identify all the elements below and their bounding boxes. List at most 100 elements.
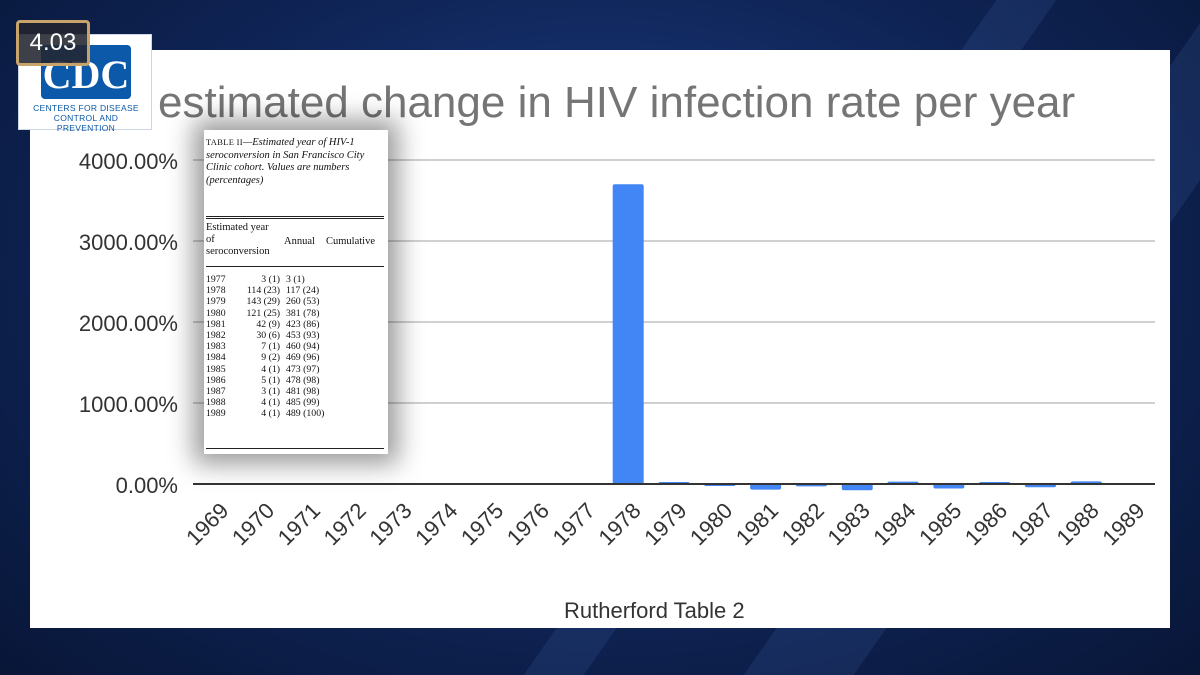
y-tick-label: 4000.00%	[79, 149, 178, 174]
chart-title: estimated change in HIV infection rate p…	[158, 78, 1076, 127]
table-caption-text: —Estimated year of HIV-1 seroconversion …	[206, 137, 365, 186]
rutherford-table-clipping: TABLE II—Estimated year of HIV-1 serocon…	[204, 130, 388, 454]
x-tick-label: 1989	[1097, 498, 1149, 550]
table-label: TABLE II	[206, 137, 243, 147]
bar	[750, 484, 782, 490]
table-row: 1982 30 (6) 453 (93)	[206, 330, 384, 341]
table-cell-annual: 7 (1)	[261, 341, 280, 353]
table-cell-cumulative: 423 (86)	[286, 318, 320, 330]
table-cell-annual: 9 (2)	[261, 352, 280, 364]
table-cell-cumulative: 481 (98)	[286, 385, 320, 397]
table-cell-cumulative: 453 (93)	[286, 329, 320, 341]
table-cell-year: 1978	[206, 285, 226, 297]
x-tick-label: 1980	[685, 498, 737, 550]
table-cell-cumulative: 469 (96)	[286, 352, 320, 364]
table-header: Estimated year of seroconversion Annual …	[206, 222, 384, 262]
x-tick-label: 1975	[456, 498, 508, 550]
x-tick-label: 1983	[822, 498, 874, 550]
x-tick-label: 1985	[914, 498, 966, 550]
x-tick-label: 1982	[777, 498, 829, 550]
table-row: 1979 143 (29) 260 (53)	[206, 296, 384, 307]
bar	[841, 484, 873, 491]
bar-chart: 0.00% 1000.00% 2000.00% 3000.00% 4000.00% 196…	[79, 149, 1155, 550]
table-cell-year: 1983	[206, 341, 226, 353]
table-row: 1983 7 (1) 460 (94)	[206, 341, 384, 352]
table-cell-year: 1989	[206, 408, 226, 420]
table-cell-year: 1985	[206, 363, 226, 375]
table-cell-annual: 4 (1)	[261, 408, 280, 420]
table-cell-annual: 114 (23)	[246, 285, 280, 297]
table-body: 1977 3 (1) 3 (1) 1978 114 (23) 117 (24) 1979 14…	[206, 274, 384, 419]
table-row: 1985 4 (1) 473 (97)	[206, 364, 384, 375]
table-cell-annual: 3 (1)	[261, 385, 280, 397]
y-tick-label: 3000.00%	[79, 230, 178, 255]
x-tick-label: 1971	[273, 498, 325, 550]
table-row: 1981 42 (9) 423 (86)	[206, 319, 384, 330]
table-rule	[206, 448, 384, 449]
table-row: 1986 5 (1) 478 (98)	[206, 375, 384, 386]
x-tick-label: 1988	[1052, 498, 1104, 550]
x-tick-label: 1981	[731, 498, 783, 550]
table-cell-cumulative: 478 (98)	[286, 374, 320, 386]
table-rule	[206, 266, 384, 267]
table-rule	[206, 216, 384, 217]
bar	[933, 484, 965, 489]
table-row: 1977 3 (1) 3 (1)	[206, 274, 384, 285]
x-tick-label: 1976	[502, 498, 554, 550]
table-cell-cumulative: 117 (24)	[286, 285, 320, 297]
table-cell-year: 1982	[206, 329, 226, 341]
timer-badge: 4.03	[16, 20, 90, 66]
x-tick-label: 1974	[410, 498, 462, 550]
chart-slide: estimated change in HIV infection rate p…	[30, 50, 1170, 628]
table-cell-annual: 4 (1)	[261, 397, 280, 409]
table-row: 1987 3 (1) 481 (98)	[206, 386, 384, 397]
x-tick-label: 1978	[593, 498, 645, 550]
table-cell-year: 1984	[206, 352, 226, 364]
table-cell-cumulative: 460 (94)	[286, 341, 320, 353]
table-cell-year: 1980	[206, 307, 226, 319]
table-header-annual: Annual	[284, 236, 315, 247]
table-row: 1978 114 (23) 117 (24)	[206, 285, 384, 296]
table-cell-year: 1977	[206, 274, 226, 285]
table-cell-annual: 42 (9)	[256, 318, 280, 330]
x-tick-label: 1986	[960, 498, 1012, 550]
table-cell-cumulative: 485 (99)	[286, 397, 320, 409]
x-tick-label: 1987	[1006, 498, 1058, 550]
y-tick-label: 1000.00%	[79, 392, 178, 417]
x-tick-label: 1984	[868, 498, 920, 550]
x-tick-label: 1972	[319, 498, 371, 550]
x-tick-label: 1977	[548, 498, 600, 550]
table-cell-year: 1986	[206, 374, 226, 386]
bar	[612, 184, 644, 485]
x-axis-label: Rutherford Table 2	[564, 598, 745, 623]
table-row: 1980 121 (25) 381 (78)	[206, 308, 384, 319]
table-cell-annual: 121 (25)	[246, 307, 280, 319]
table-cell-cumulative: 3 (1)	[286, 274, 305, 285]
table-cell-annual: 3 (1)	[261, 274, 280, 285]
x-tick-label: 1969	[181, 498, 233, 550]
table-caption: TABLE II—Estimated year of HIV-1 serocon…	[206, 136, 384, 187]
table-row: 1984 9 (2) 469 (96)	[206, 352, 384, 363]
table-cell-cumulative: 489 (100)	[286, 408, 325, 420]
table-header-year: Estimated year of seroconversion	[206, 222, 270, 257]
cdc-logo-subtitle: CENTERS FOR DISEASE CONTROL AND PREVENTI…	[33, 103, 139, 133]
y-tick-label: 2000.00%	[79, 311, 178, 336]
table-cell-year: 1987	[206, 385, 226, 397]
y-tick-label: 0.00%	[116, 473, 178, 498]
table-cell-annual: 143 (29)	[246, 296, 280, 308]
x-tick-label: 1973	[364, 498, 416, 550]
table-row: 1989 4 (1) 489 (100)	[206, 408, 384, 419]
table-cell-annual: 5 (1)	[261, 374, 280, 386]
table-cell-year: 1979	[206, 296, 226, 308]
x-tick-label: 1970	[227, 498, 279, 550]
table-rule	[206, 218, 384, 219]
table-cell-annual: 30 (6)	[256, 329, 280, 341]
table-row: 1988 4 (1) 485 (99)	[206, 397, 384, 408]
table-cell-annual: 4 (1)	[261, 363, 280, 375]
table-cell-cumulative: 473 (97)	[286, 363, 320, 375]
table-cell-year: 1988	[206, 397, 226, 409]
table-cell-cumulative: 260 (53)	[286, 296, 320, 308]
table-cell-year: 1981	[206, 318, 226, 330]
table-header-cumulative: Cumulative	[326, 236, 375, 247]
table-cell-cumulative: 381 (78)	[286, 307, 320, 319]
